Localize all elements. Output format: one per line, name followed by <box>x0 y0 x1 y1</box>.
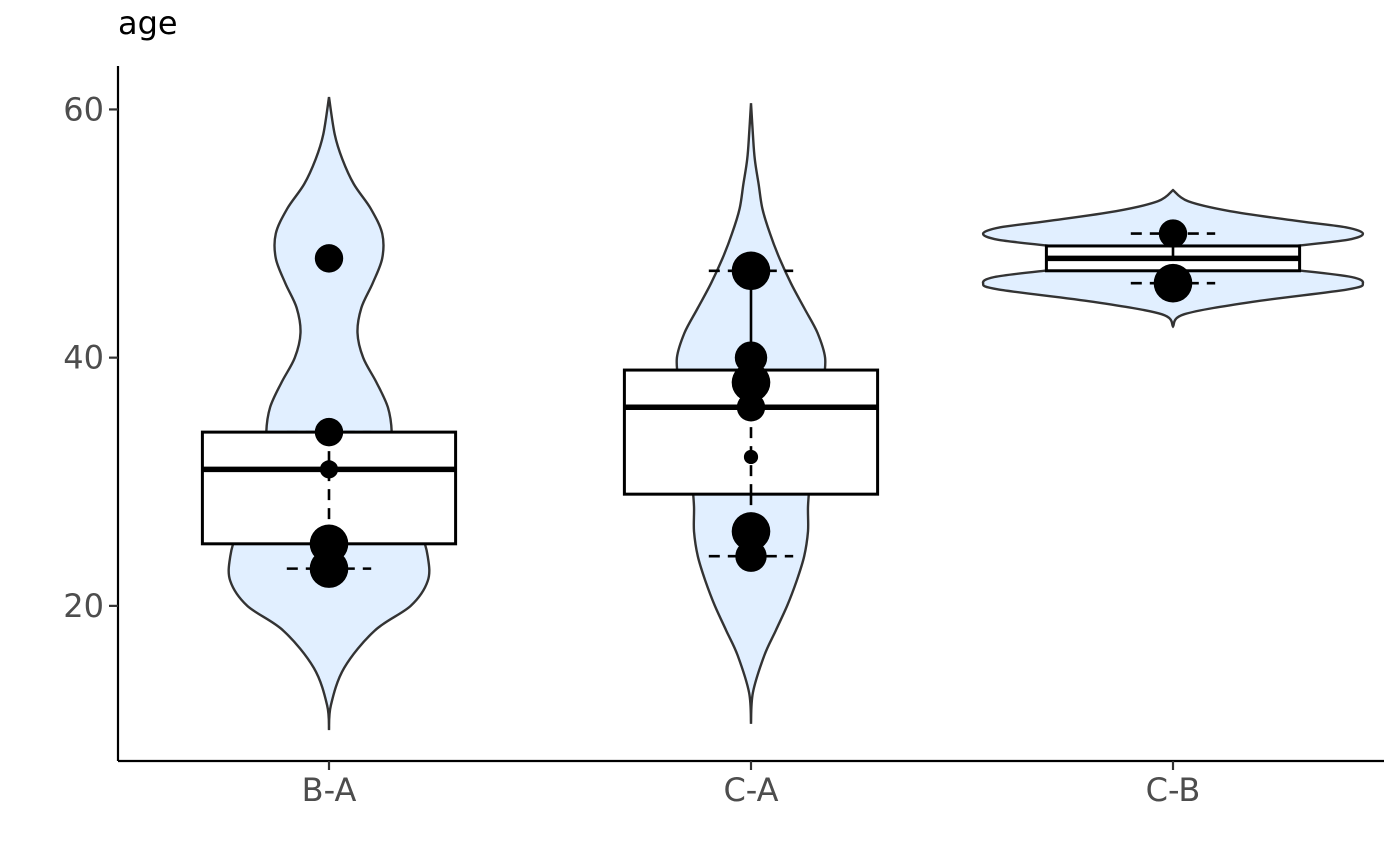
violins-layer <box>227 96 1365 731</box>
data-point-c-a-4 <box>743 449 759 465</box>
data-point-c-b-0 <box>1158 219 1188 248</box>
data-point-c-a-0 <box>731 251 771 291</box>
data-point-b-a-1 <box>314 417 344 447</box>
y-tick-label-40: 40 <box>63 339 104 377</box>
y-tick-label-60: 60 <box>63 90 104 128</box>
axes-layer: 20 40 60 B-A C-A C-B <box>63 66 1384 809</box>
data-point-c-a-3 <box>736 393 766 422</box>
data-point-c-a-5 <box>731 512 771 551</box>
data-point-c-a-2 <box>731 363 771 402</box>
x-tick-label-c-b: C-B <box>1146 771 1201 809</box>
y-tick-label-20: 20 <box>63 587 104 625</box>
x-tick-label-b-a: B-A <box>302 771 357 809</box>
data-point-b-a-0 <box>314 244 344 273</box>
violin-b-a <box>227 96 431 731</box>
data-point-b-a-2 <box>319 460 339 479</box>
x-tick-label-c-a: C-A <box>723 771 778 809</box>
data-point-c-b-1 <box>1153 263 1193 303</box>
points-layer <box>309 219 1193 588</box>
data-point-c-a-6 <box>735 540 767 572</box>
y-axis-label: age <box>118 4 178 42</box>
data-point-b-a-4 <box>309 549 349 588</box>
